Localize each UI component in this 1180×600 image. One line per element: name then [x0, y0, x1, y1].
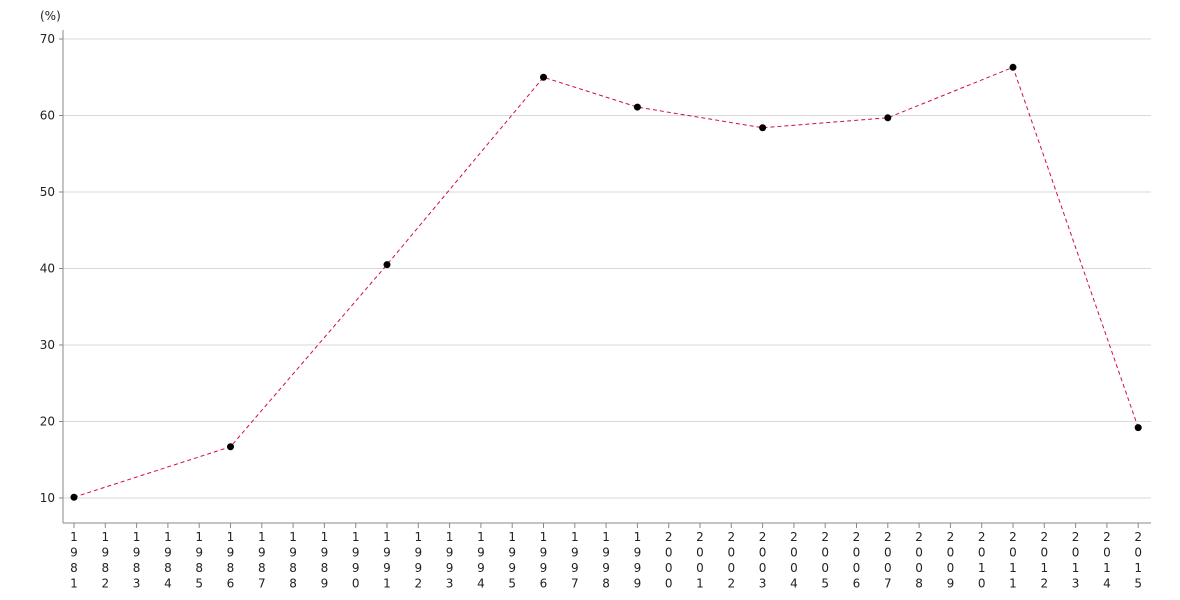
series-layer — [70, 63, 1142, 501]
data-point-1981 — [70, 493, 78, 501]
y-tick-label-70: 70 — [40, 32, 55, 46]
y-tick-label-50: 50 — [40, 185, 55, 199]
data-point-1999 — [633, 103, 641, 111]
data-point-1996 — [540, 73, 547, 81]
data-point-2007 — [884, 114, 892, 122]
y-tick-label-30: 30 — [40, 338, 55, 352]
data-point-2011 — [1009, 63, 1017, 71]
y-tick-label-10: 10 — [40, 491, 55, 505]
data-point-2015 — [1134, 424, 1142, 432]
axes — [62, 30, 1151, 524]
x-axis-ticks: 1 9 8 1 1 9 8 2 1 9 8 3 1 9 8 4 1 9 8 5 1 9 8 6 1 9 8 7 1 9 8 8 1 9 8 9 1 9 9 0… — [70, 523, 1142, 591]
y-tick-label-40: 40 — [40, 262, 55, 276]
data-point-1986 — [227, 443, 234, 451]
y-axis-unit-label: (%) — [40, 9, 61, 23]
y-tick-label-60: 60 — [40, 109, 55, 123]
data-point-2003 — [759, 124, 767, 132]
data-point-1991 — [383, 261, 391, 269]
grid-lines — [63, 38, 1151, 499]
series-line-0 — [73, 66, 1139, 498]
y-axis-ticks: 10 20 30 40 50 60 70 — [40, 32, 63, 505]
y-tick-label-20: 20 — [40, 415, 55, 429]
